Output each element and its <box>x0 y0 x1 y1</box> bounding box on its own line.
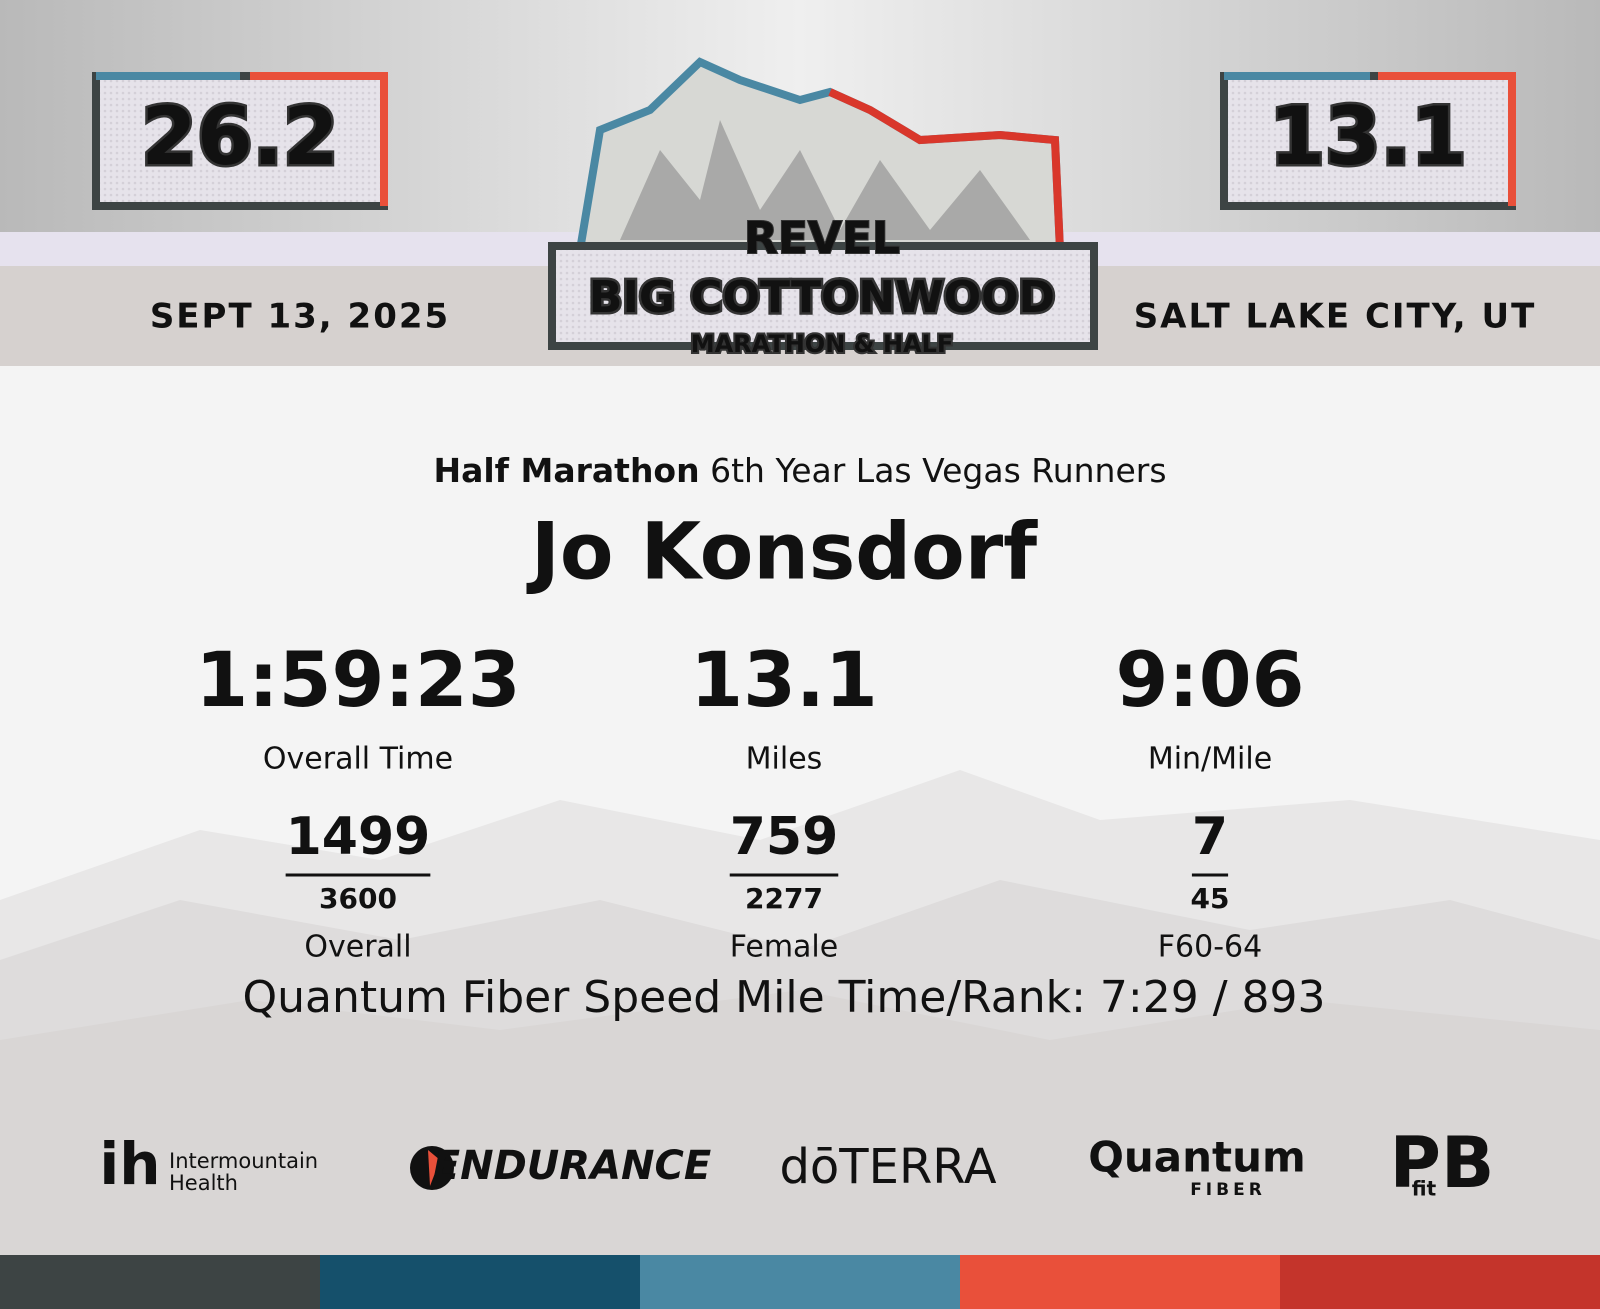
sponsor-text: PB <box>1390 1122 1495 1204</box>
rank-label: Female <box>730 930 838 965</box>
sponsor-text: Quantum <box>1088 1133 1306 1182</box>
race-location: SALT LAKE CITY, UT <box>1134 297 1537 337</box>
rank-value: 759 <box>730 807 839 867</box>
speed-mile: Quantum Fiber Speed Mile Time/Rank: 7:29… <box>243 972 1326 1023</box>
stat-label: Min/Mile <box>1148 742 1272 777</box>
gatorade-bolt <box>428 1150 440 1186</box>
logo-title: BIG COTTONWOOD <box>589 272 1055 323</box>
sponsor-text: dōTERRA <box>779 1139 996 1195</box>
race-line: Half Marathon 6th Year Las Vegas Runners <box>433 451 1166 490</box>
stat-label: Miles <box>746 742 823 777</box>
race-name: Half Marathon <box>433 451 699 490</box>
sponsors: ih Intermountain Health ENDURANCE dōTERR… <box>99 1122 1494 1204</box>
footer-bars <box>0 1255 1600 1309</box>
runner-name: Jo Konsdorf <box>526 507 1038 597</box>
race-logo: REVEL BIG COTTONWOOD MARATHON & HALF <box>548 57 1098 360</box>
rank-total: 3600 <box>319 882 397 915</box>
stat-value: 13.1 <box>690 635 878 724</box>
stats: 1:59:23 Overall Time 13.1 Miles 9:06 Min/Mile… <box>195 635 1304 965</box>
rank-total: 45 <box>1191 882 1230 915</box>
badge-text: 26.2 <box>141 90 338 183</box>
intermountain-icon: ih <box>99 1130 160 1198</box>
race-date: SEPT 13, 2025 <box>150 297 450 337</box>
sponsor-text: Intermountain <box>169 1149 318 1173</box>
rank-value: 7 <box>1192 807 1228 867</box>
stat-label: Overall Time <box>263 742 453 777</box>
team-name: 6th Year Las Vegas Runners <box>710 451 1166 490</box>
badge-text: 13.1 <box>1269 90 1466 183</box>
logo-brand: REVEL <box>744 213 900 264</box>
sponsor-text: fit <box>1412 1177 1437 1201</box>
sponsor-text: FIBER <box>1190 1180 1266 1200</box>
badge-right: 13.1 <box>1220 72 1516 210</box>
rank-label: F60-64 <box>1158 930 1262 965</box>
badge-left: 26.2 <box>92 72 388 210</box>
stat-value: 1:59:23 <box>195 635 520 724</box>
sponsor-text: ENDURANCE <box>433 1143 711 1189</box>
stat-value: 9:06 <box>1115 635 1304 724</box>
mountain-backdrop <box>0 770 1600 1309</box>
rank-value: 1499 <box>286 807 431 867</box>
rank-total: 2277 <box>745 882 823 915</box>
rank-label: Overall <box>304 930 411 965</box>
logo-subtitle: MARATHON & HALF <box>691 330 954 358</box>
sponsor-text: Health <box>169 1171 238 1195</box>
